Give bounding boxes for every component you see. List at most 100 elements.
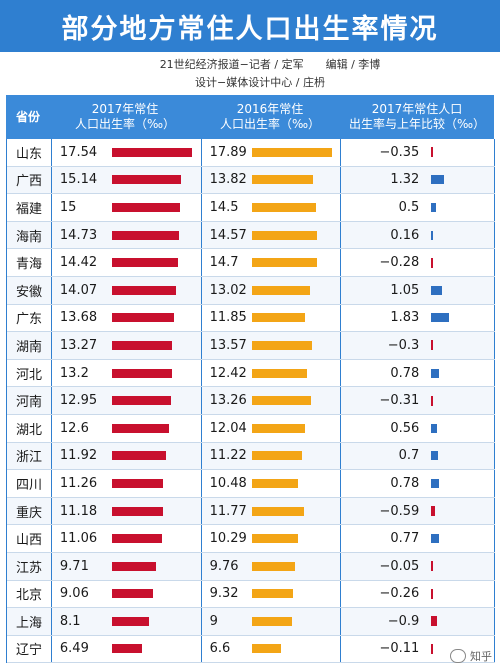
bar-2017 <box>111 396 171 406</box>
value-2016: 12.42 <box>209 365 247 381</box>
value-change: −0.31 <box>379 393 420 409</box>
value-2016: 9.32 <box>209 586 239 602</box>
bar-2016 <box>251 175 314 185</box>
cell-2017: 9.71 <box>52 552 202 580</box>
cell-2017: 15 <box>52 194 202 221</box>
cell-2017: 11.06 <box>52 525 202 552</box>
table-row: 山西 11.06 10.29 0.77 <box>7 525 495 553</box>
value-2017: 11.06 <box>59 531 98 547</box>
value-2017: 13.27 <box>59 337 98 353</box>
value-2016: 13.82 <box>209 172 247 188</box>
cell-2017: 14.42 <box>52 249 202 276</box>
value-2017: 14.07 <box>59 282 98 298</box>
table-row: 河北 13.2 12.42 0.78 <box>7 359 495 388</box>
value-2017: 8.1 <box>59 613 81 629</box>
bar-change <box>431 395 434 406</box>
cell-2016: 9.32 <box>202 580 342 608</box>
credits: 21世纪经济报道−记者 / 定军 编辑 / 李博 设计−媒体设计中心 / 庄枬 <box>0 56 500 92</box>
table-row: 广西 15.14 13.82 1.32 <box>7 166 495 195</box>
bar-2017 <box>111 175 181 185</box>
cell-2016: 12.42 <box>202 359 342 387</box>
bar-2016 <box>251 258 318 268</box>
value-2016: 9.76 <box>209 558 239 574</box>
value-2016: 17.89 <box>209 144 247 160</box>
cell-2016: 14.5 <box>202 194 342 221</box>
value-2016: 6.6 <box>209 641 231 657</box>
header-change: 2017年常住人口 出生率与上年比较（‰） <box>348 102 486 131</box>
bar-change <box>431 423 437 433</box>
bar-2017 <box>111 423 170 433</box>
value-2017: 14.73 <box>59 227 98 243</box>
value-2016: 13.02 <box>209 282 247 298</box>
table-row: 四川 11.26 10.48 0.78 <box>7 470 495 498</box>
cell-2017: 12.6 <box>52 414 202 442</box>
table-row: 辽宁 6.49 6.6 −0.11 <box>7 635 495 664</box>
table-row: 北京 9.06 9.32 −0.26 <box>7 580 495 609</box>
bar-2017 <box>111 313 175 323</box>
cell-2016: 6.6 <box>202 635 342 663</box>
bar-change <box>431 506 435 517</box>
bar-2016 <box>251 561 296 571</box>
cell-2017: 15.14 <box>52 166 202 194</box>
bar-2017 <box>111 506 163 516</box>
value-2016: 11.22 <box>209 448 247 464</box>
bar-2017 <box>111 202 181 212</box>
value-2017: 9.06 <box>59 586 89 602</box>
bar-change <box>431 147 434 158</box>
value-change: −0.11 <box>379 641 420 657</box>
bar-2017 <box>111 230 180 240</box>
value-2017: 17.54 <box>59 144 98 160</box>
province-label: 重庆 <box>7 497 52 525</box>
province-label: 河南 <box>7 387 52 414</box>
bar-change <box>431 340 434 351</box>
value-change: −0.9 <box>387 613 420 629</box>
bar-2017 <box>111 147 192 157</box>
bar-change <box>431 285 442 295</box>
value-2017: 11.92 <box>59 448 98 464</box>
bar-2017 <box>111 285 177 295</box>
province-label: 湖北 <box>7 414 52 442</box>
cell-2016: 11.85 <box>202 304 342 332</box>
bar-2016 <box>251 423 306 433</box>
province-label: 青海 <box>7 249 52 276</box>
cell-change: 0.78 <box>341 359 495 387</box>
cell-2017: 14.73 <box>52 221 202 249</box>
cell-2016: 11.22 <box>202 442 342 470</box>
cell-change: 0.77 <box>341 525 495 552</box>
bar-2017 <box>111 340 173 350</box>
table-row: 重庆 11.18 11.77 −0.59 <box>7 497 495 526</box>
cell-2016: 9.76 <box>202 552 342 580</box>
cell-2017: 8.1 <box>52 608 202 635</box>
bar-2016 <box>251 506 305 516</box>
bar-2017 <box>111 589 154 599</box>
value-change: 0.77 <box>390 531 420 547</box>
value-2017: 14.42 <box>59 255 98 271</box>
value-2016: 10.48 <box>209 475 247 491</box>
province-label: 北京 <box>7 580 52 608</box>
table-row: 上海 8.1 9 −0.9 <box>7 608 495 636</box>
bar-change <box>431 616 437 627</box>
cell-2017: 11.18 <box>52 497 202 525</box>
bar-2016 <box>251 451 302 461</box>
cell-change: −0.11 <box>341 635 495 663</box>
value-2017: 15 <box>59 199 77 215</box>
bar-change <box>431 451 439 461</box>
bar-2016 <box>251 313 305 323</box>
bar-2016 <box>251 396 311 406</box>
bar-2017 <box>111 478 164 488</box>
cell-change: −0.05 <box>341 552 495 580</box>
data-table: 山东 17.54 17.89 −0.35 广西 15.14 13.82 1.32 福建 15 14.… <box>6 139 495 664</box>
bar-2016 <box>251 644 282 654</box>
bar-2016 <box>251 230 317 240</box>
cell-2016: 10.29 <box>202 525 342 552</box>
cell-2016: 9 <box>202 608 342 635</box>
value-2017: 6.49 <box>59 641 89 657</box>
value-change: −0.26 <box>379 586 420 602</box>
cell-2017: 13.27 <box>52 332 202 359</box>
credits-line-2: 设计−媒体设计中心 / 庄枬 <box>195 76 325 89</box>
bar-change <box>431 230 434 240</box>
cell-2016: 10.48 <box>202 470 342 497</box>
credits-line-1: 21世纪经济报道−记者 / 定军 编辑 / 李博 <box>159 58 381 71</box>
cell-2016: 14.57 <box>202 221 342 249</box>
table-row: 山东 17.54 17.89 −0.35 <box>7 139 495 167</box>
